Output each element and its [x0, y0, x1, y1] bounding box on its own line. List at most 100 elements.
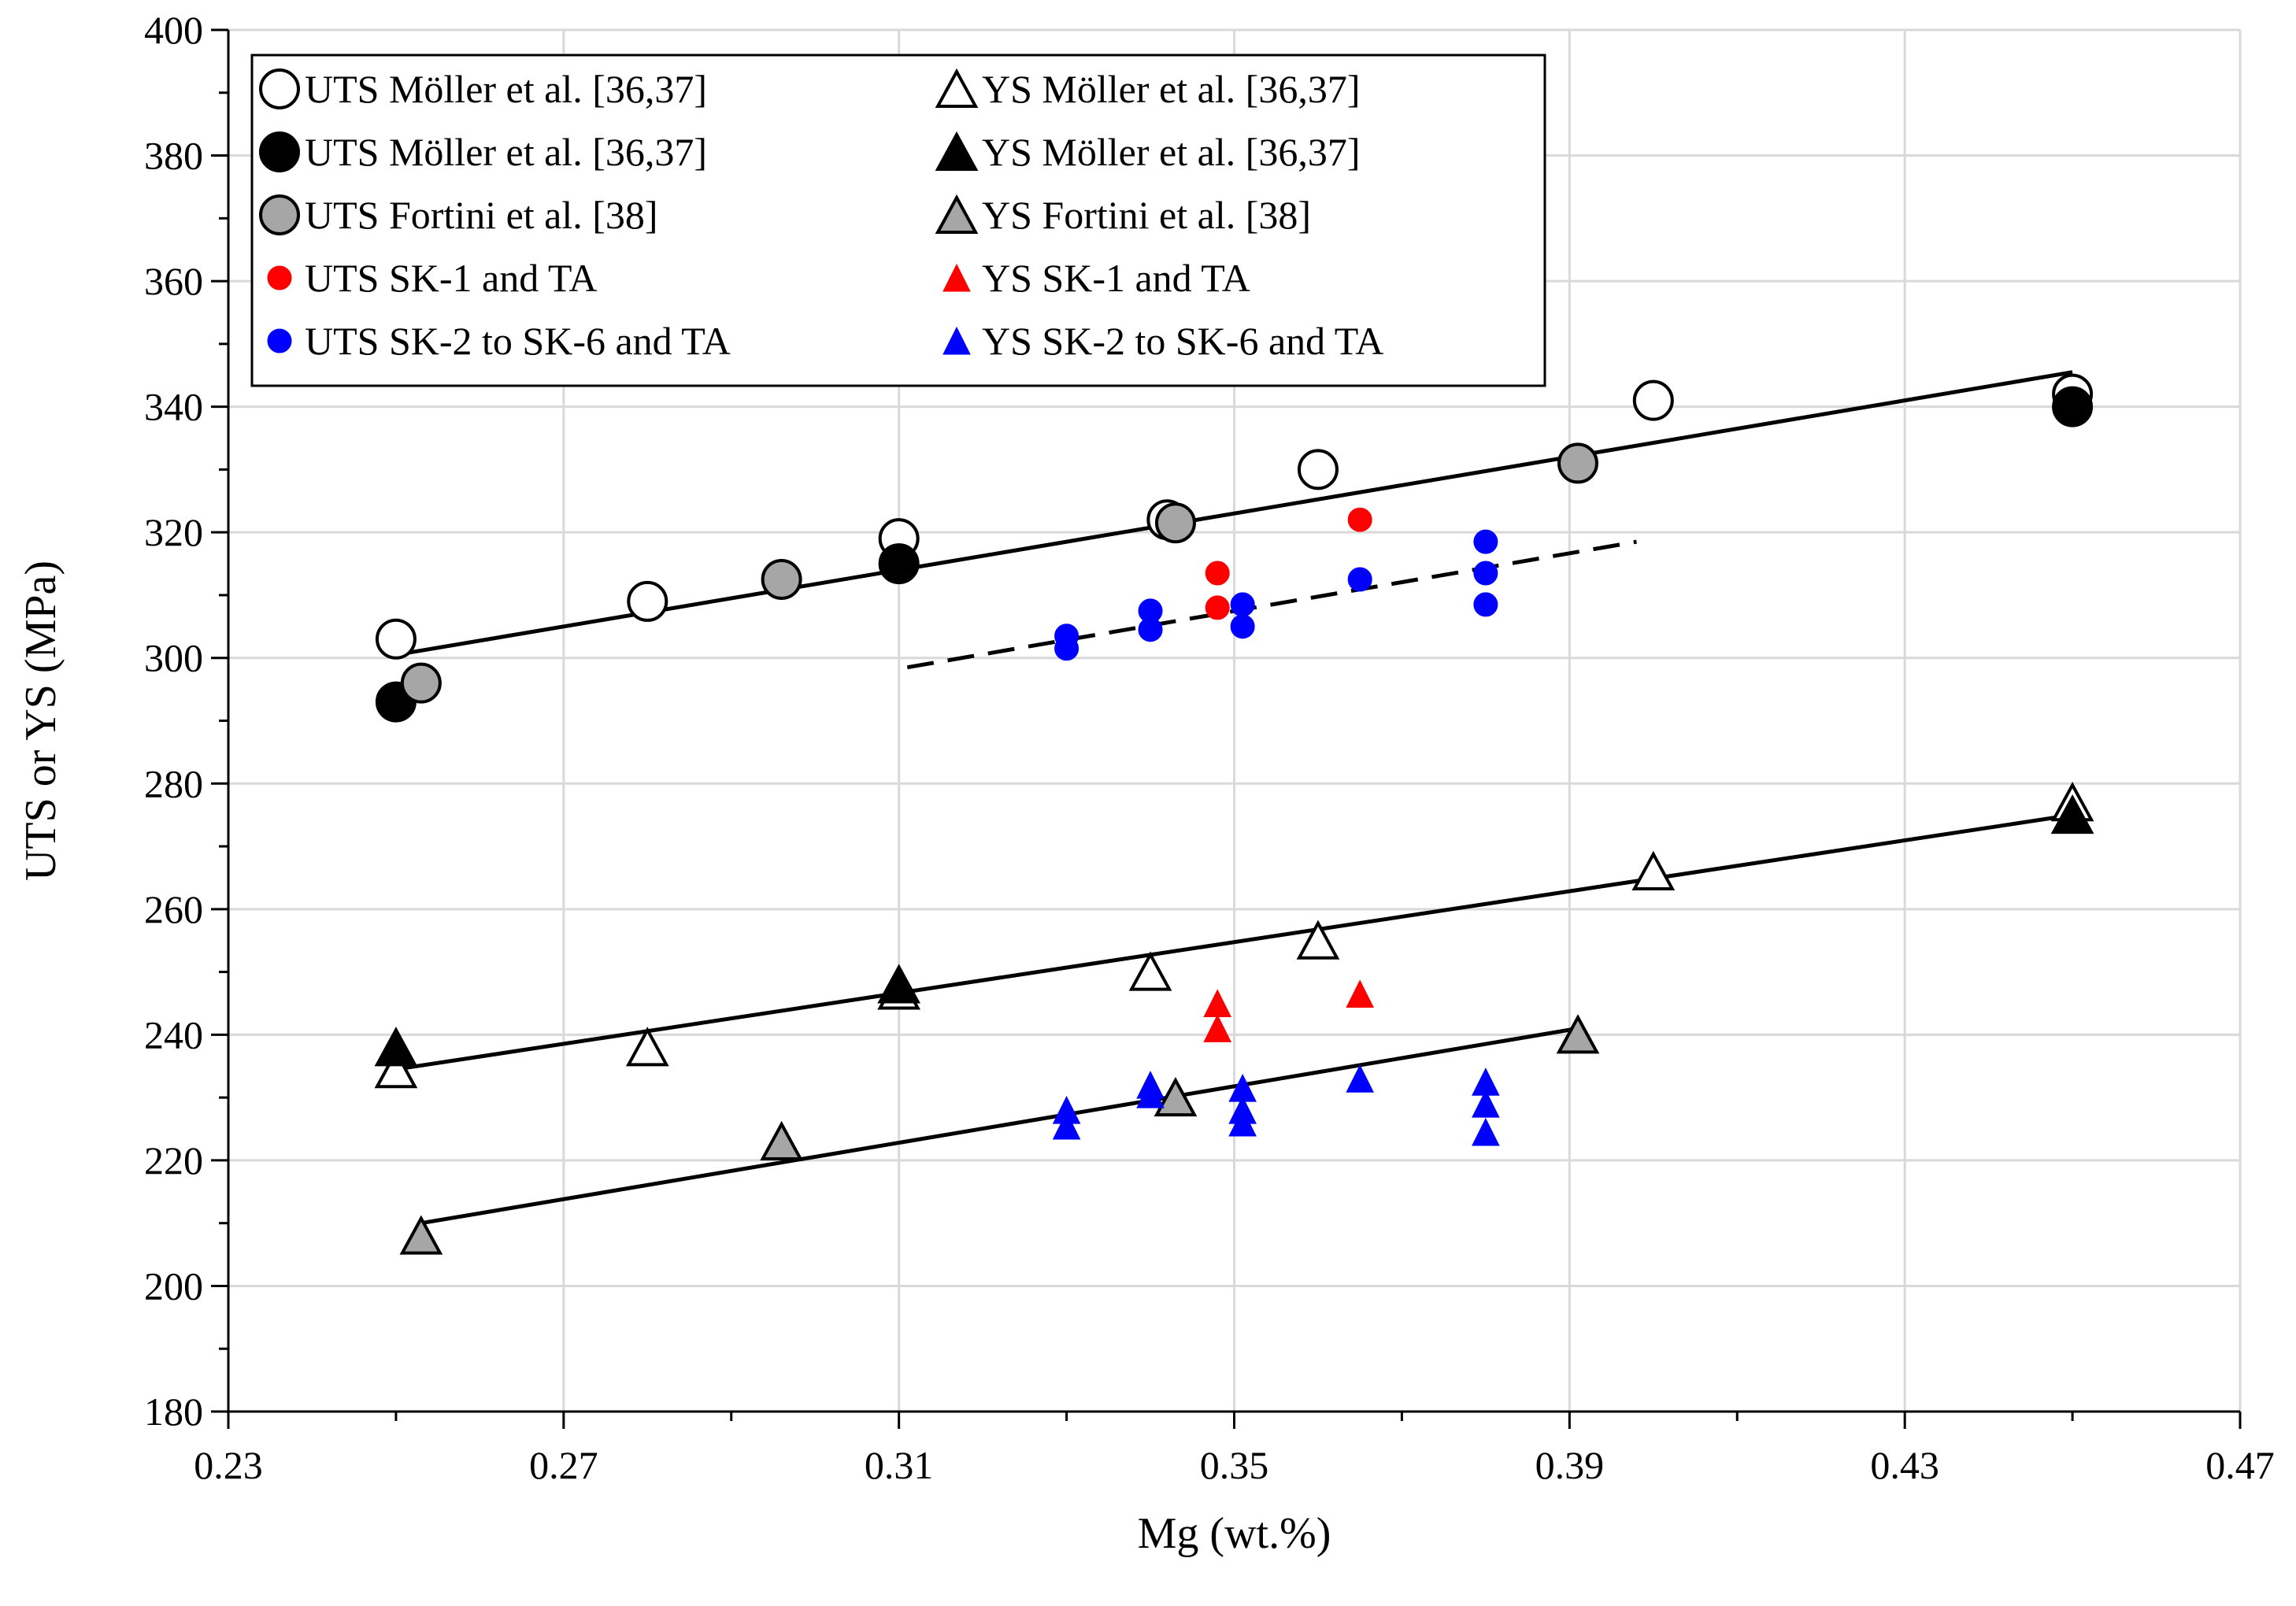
legend-marker	[267, 328, 292, 353]
legend-marker	[935, 194, 979, 234]
series-5	[374, 782, 2094, 1089]
data-point-triangle	[1136, 1080, 1165, 1108]
grid	[228, 28, 2242, 1412]
data-point-circle	[1205, 595, 1230, 620]
legend-entry: UTS Möller et al. [36,37]	[305, 67, 707, 111]
x-tick-label: 0.31	[865, 1443, 934, 1487]
y-tick-label: 400	[144, 8, 203, 52]
data-point-triangle	[760, 1120, 803, 1160]
legend-entry: YS SK-2 to SK-6 and TA	[982, 319, 1383, 363]
x-tick-label: 0.43	[1870, 1443, 1939, 1487]
data-point-triangle	[1472, 1089, 1500, 1118]
y-tick-label: 260	[144, 887, 203, 931]
y-tick-label: 360	[144, 259, 203, 303]
data-point-circle	[2052, 386, 2094, 427]
x-tick-label: 0.39	[1535, 1443, 1605, 1487]
data-point-circle	[1557, 442, 1598, 484]
y-tick-label: 220	[144, 1138, 203, 1182]
data-point-triangle	[877, 964, 921, 1004]
data-point-circle	[1205, 561, 1230, 586]
data-point-circle	[1632, 379, 1674, 421]
legend-marker	[267, 265, 292, 290]
data-point-triangle	[1346, 979, 1374, 1008]
data-point-circle	[1473, 592, 1498, 617]
legend-marker	[259, 68, 300, 109]
data-point-triangle	[1296, 920, 1340, 960]
y-tick-label: 340	[144, 385, 203, 429]
legend-entry: YS Möller et al. [36,37]	[982, 130, 1360, 174]
tick-labels: 0.23 0.27 0.31 0.35 0.39 0.43 0.47 180 200 220 240…	[144, 8, 2275, 1487]
legend-entry: YS Möller et al. [36,37]	[982, 67, 1360, 111]
data-point-circle	[1347, 507, 1372, 532]
data-point-triangle	[2050, 794, 2094, 834]
legend-marker	[942, 326, 971, 355]
series-3	[1205, 507, 1372, 620]
legend-entry: YS Fortini et al. [38]	[982, 193, 1311, 237]
legend-box	[250, 54, 1546, 387]
data-point-triangle	[1052, 1111, 1081, 1140]
y-tick-label: 200	[144, 1264, 203, 1308]
data-point-triangle	[399, 1215, 443, 1255]
series-4	[1054, 529, 1498, 661]
trendline	[906, 539, 1637, 670]
legend-entry: UTS Möller et al. [36,37]	[305, 130, 707, 174]
data-point-circle	[1230, 592, 1255, 617]
x-axis-label: Mg (wt.%)	[1138, 1509, 1331, 1558]
data-point-circle	[878, 543, 920, 585]
y-tick-label: 380	[144, 134, 203, 178]
axes	[211, 28, 2242, 1429]
x-tick-label: 0.23	[194, 1443, 263, 1487]
legend-entry: UTS Fortini et al. [38]	[305, 193, 658, 237]
data-point-circle	[1154, 502, 1196, 544]
series-8	[1203, 979, 1374, 1042]
data-point-circle	[400, 662, 442, 704]
data-points	[374, 373, 2094, 1255]
x-tick-label: 0.27	[529, 1443, 598, 1487]
y-tick-label: 240	[144, 1012, 203, 1056]
legend-entry: YS SK-1 and TA	[982, 256, 1250, 300]
legend-entry: UTS SK-2 to SK-6 and TA	[305, 319, 731, 363]
data-point-triangle	[1228, 1108, 1257, 1137]
data-point-triangle	[1154, 1076, 1198, 1117]
data-point-circle	[1473, 561, 1498, 586]
trendline	[395, 370, 2073, 657]
data-point-triangle	[1346, 1064, 1374, 1093]
data-point-triangle	[374, 1027, 418, 1067]
series-7	[399, 1014, 1600, 1255]
y-tick-label: 180	[144, 1390, 203, 1434]
y-axis-label: UTS or YS (MPa)	[17, 561, 65, 881]
x-tick-label: 0.35	[1200, 1443, 1269, 1487]
data-point-circle	[1297, 449, 1339, 490]
series-6	[374, 794, 2094, 1067]
legend-entry: UTS SK-1 and TA	[305, 256, 597, 300]
data-point-circle	[1054, 636, 1079, 661]
legend-marker	[935, 68, 979, 108]
legend-marker	[259, 131, 300, 172]
data-point-circle	[1138, 617, 1163, 642]
data-point-triangle	[1203, 989, 1232, 1017]
series-1	[375, 386, 2094, 723]
y-tick-label: 280	[144, 761, 203, 805]
data-point-circle	[761, 559, 802, 601]
data-point-triangle	[1203, 1014, 1232, 1042]
data-point-circle	[1473, 529, 1498, 554]
series-9	[1052, 1064, 1500, 1146]
data-point-triangle	[1128, 951, 1172, 991]
x-tick-label: 0.47	[2205, 1443, 2275, 1487]
data-point-triangle	[625, 1027, 669, 1067]
legend: UTS Möller et al. [36,37] YS Möller et al…	[250, 54, 1546, 387]
legend-marker	[942, 263, 971, 292]
legend-marker	[935, 131, 979, 171]
series-2	[400, 442, 1598, 704]
data-point-triangle	[374, 1049, 418, 1089]
trendline	[395, 812, 2073, 1071]
data-point-circle	[1347, 567, 1372, 592]
legend-marker	[259, 194, 300, 235]
trendlines	[395, 370, 2073, 1226]
y-tick-label: 320	[144, 510, 203, 554]
data-point-circle	[375, 618, 417, 660]
data-point-triangle	[1472, 1117, 1500, 1146]
y-tick-label: 300	[144, 636, 203, 680]
data-point-circle	[627, 580, 668, 622]
